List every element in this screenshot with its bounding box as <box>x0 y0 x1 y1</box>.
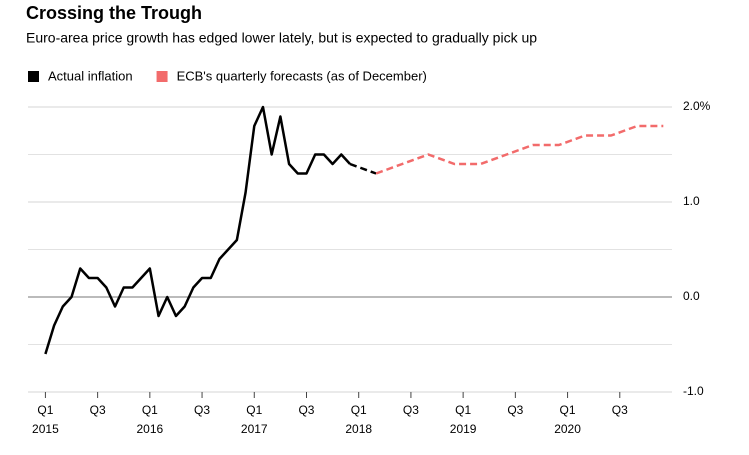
x-tick-label: Q3 <box>90 403 106 417</box>
y-tick-label: 1.0 <box>683 194 700 208</box>
x-tick-label: Q3 <box>298 403 314 417</box>
y-tick-label: 0.0 <box>683 289 700 303</box>
chart-title: Crossing the Trough <box>26 3 202 23</box>
x-tick-year: 2015 <box>32 422 59 436</box>
legend-label: ECB's quarterly forecasts (as of Decembe… <box>177 68 427 83</box>
x-tick-label: Q1 <box>351 403 367 417</box>
x-tick-year: 2019 <box>450 422 477 436</box>
x-tick-label: Q1 <box>560 403 576 417</box>
x-tick-label: Q1 <box>455 403 471 417</box>
x-tick-label: Q3 <box>612 403 628 417</box>
x-tick-label: Q1 <box>37 403 53 417</box>
x-tick-label: Q3 <box>194 403 210 417</box>
x-tick-label: Q1 <box>142 403 158 417</box>
x-tick-label: Q3 <box>403 403 419 417</box>
legend-swatch <box>28 71 39 82</box>
x-tick-year: 2020 <box>554 422 581 436</box>
x-tick-year: 2018 <box>345 422 372 436</box>
series-line <box>375 124 664 175</box>
x-tick-year: 2016 <box>136 422 163 436</box>
chart-subtitle: Euro-area price growth has edged lower l… <box>26 30 537 46</box>
series-line <box>44 105 351 355</box>
series-line <box>349 162 377 175</box>
legend-swatch <box>156 71 168 82</box>
x-tick-label: Q3 <box>507 403 523 417</box>
x-tick-year: 2017 <box>241 422 268 436</box>
y-tick-label: 2.0% <box>683 99 711 113</box>
y-tick-label: -1.0 <box>683 384 704 398</box>
legend-label: Actual inflation <box>48 68 133 83</box>
x-tick-label: Q1 <box>246 403 262 417</box>
